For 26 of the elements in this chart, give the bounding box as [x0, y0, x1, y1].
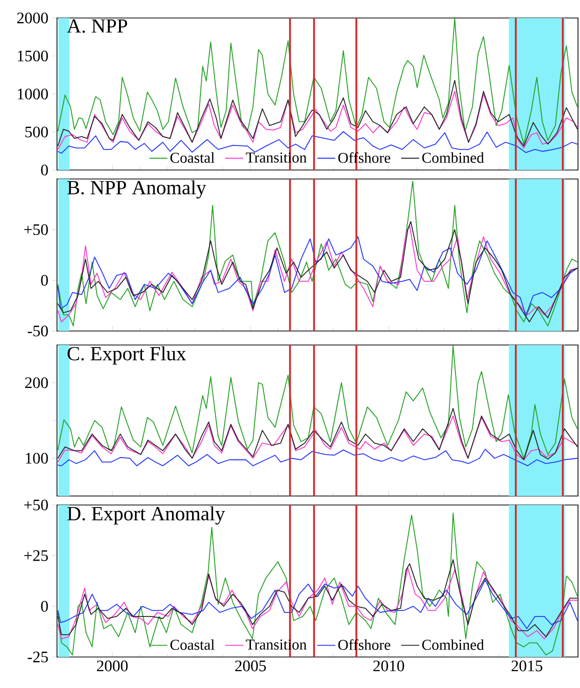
y-tick-label: 0 [41, 600, 48, 612]
legend-label: Combined [422, 152, 484, 163]
legend-label: Coastal [170, 152, 214, 163]
chart-title: C. Export Flux [68, 346, 186, 364]
chart-title: A. NPP [66, 19, 128, 33]
x-tick-label: 2005 [235, 660, 266, 672]
x-tick-label: 2010 [373, 660, 404, 672]
y-tick-label: 2000 [17, 12, 48, 24]
legend-label: Combined [422, 639, 484, 650]
y-tick-label: -50 [28, 326, 48, 336]
y-tick-label: -25 [28, 652, 48, 662]
x-tick-label: 2000 [96, 660, 128, 672]
y-tick-label: +25 [24, 550, 48, 562]
y-tick-label: 100 [26, 452, 48, 464]
y-tick-label: 1000 [18, 88, 48, 100]
y-tick-label: 200 [25, 377, 48, 388]
chart-title: D. Export Anomaly [67, 506, 225, 525]
y-tick-label: 0 [41, 164, 48, 176]
y-tick-label: 500 [25, 126, 48, 138]
y-tick-label: +50 [24, 500, 48, 510]
x-tick-label: 2015 [512, 660, 542, 672]
y-tick-label: +50 [24, 224, 48, 236]
y-tick-label: 0 [41, 274, 48, 286]
y-tick-label: 1500 [18, 50, 48, 62]
legend-label: Coastal [170, 639, 214, 650]
chart-title: B. NPP Anomaly [67, 180, 206, 199]
